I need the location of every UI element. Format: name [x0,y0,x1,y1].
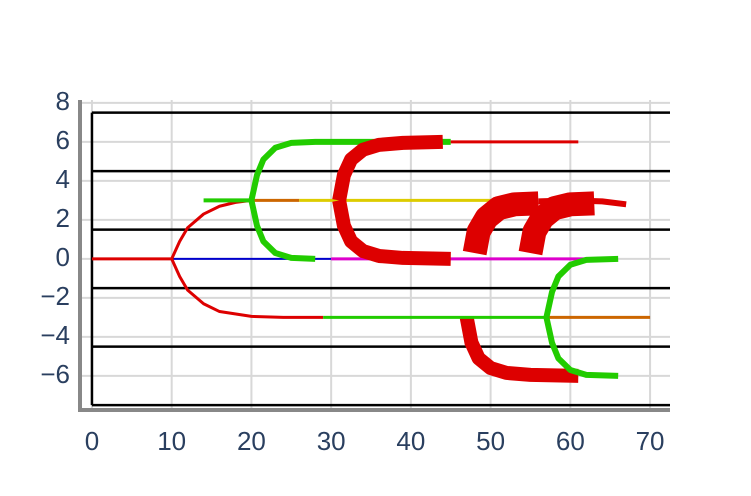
y-tick-label: −2 [40,281,70,311]
y-tick-label: 8 [56,86,70,116]
trajectory [332,134,443,202]
y-tick-label: −6 [40,359,70,389]
y-tick-label: 0 [56,242,70,272]
x-tick-label: 50 [476,426,505,456]
trajectory [332,199,451,266]
x-tick-label: 20 [237,426,266,456]
x-tick-label: 40 [396,426,425,456]
trajectory [538,197,627,208]
y-tick-label: 4 [56,164,70,194]
trajectory [248,138,451,202]
x-tick-label: 30 [317,426,346,456]
x-tick-label: 70 [636,426,665,456]
trajectory [518,191,595,256]
trajectory [462,191,539,256]
trajectory [543,316,619,379]
x-tick-label: 60 [556,426,585,456]
y-tick-label: −4 [40,320,70,350]
y-tick-label: 6 [56,125,70,155]
x-tick-label: 10 [157,426,186,456]
trajectory [459,316,579,383]
trajectory [248,199,316,262]
trajectory [543,255,619,319]
x-tick-label: 0 [85,426,99,456]
y-tick-label: 2 [56,203,70,233]
trajectory [170,258,324,319]
